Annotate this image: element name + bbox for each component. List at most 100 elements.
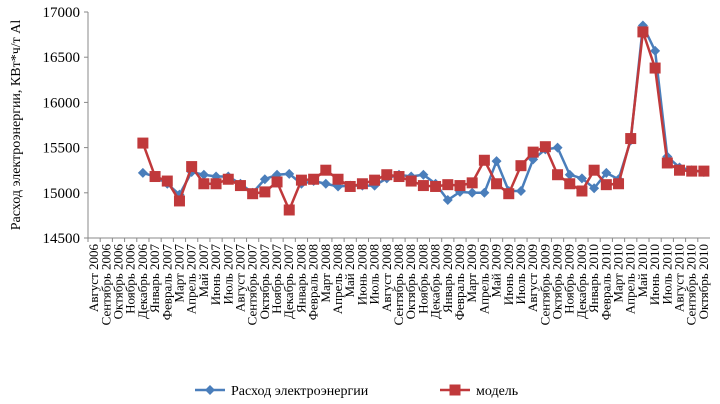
series-marker — [674, 164, 686, 176]
series-marker — [393, 171, 405, 183]
series-marker — [589, 183, 600, 194]
series-marker — [283, 204, 295, 216]
series-marker — [454, 180, 466, 192]
x-tick-label: Июнь 2008 — [354, 244, 369, 305]
x-tick-label: Ноябрь 2007 — [269, 244, 284, 314]
y-tick-label: 15500 — [43, 141, 81, 157]
series-marker — [137, 167, 148, 178]
series-marker — [259, 174, 270, 185]
series-marker — [564, 178, 576, 190]
series-marker — [259, 186, 271, 198]
x-tick-label: Июль 2009 — [513, 244, 528, 304]
series-marker — [210, 178, 222, 190]
series-marker — [625, 133, 637, 145]
x-tick-label: Апрель 2009 — [476, 244, 491, 314]
y-tick-label: 15000 — [43, 186, 81, 202]
x-tick-label: Июль 2010 — [659, 244, 674, 304]
series-marker — [698, 165, 710, 177]
x-tick-label: Июль 2008 — [367, 244, 382, 304]
y-axis-label: Расход электроэнергии, КВт*ч/т Al — [9, 20, 24, 231]
x-tick-label: Май 2010 — [635, 244, 650, 298]
series-marker — [552, 142, 563, 153]
x-tick-label: Апрель 2008 — [330, 244, 345, 314]
series-marker — [479, 187, 490, 198]
x-tick-label: Ноябрь 2006 — [123, 244, 138, 314]
series-marker — [491, 156, 502, 167]
x-tick-label: Июнь 2009 — [501, 244, 516, 305]
x-tick-label: Август 2010 — [672, 244, 687, 312]
series-marker — [369, 174, 381, 186]
x-tick-label: Август 2007 — [232, 244, 247, 313]
x-tick-label: Август 2008 — [379, 244, 394, 312]
legend-label: модель — [476, 384, 518, 399]
series-marker — [344, 180, 356, 192]
x-tick-label: Март 2010 — [611, 244, 626, 303]
series-marker — [356, 178, 368, 190]
series-marker — [515, 160, 527, 172]
series-marker — [588, 164, 600, 176]
x-tick-label: Декабрь 2007 — [281, 244, 296, 319]
x-tick-label: Сентябрь 2009 — [537, 244, 552, 325]
x-tick-label: Май 2009 — [489, 244, 504, 298]
series-marker — [271, 176, 283, 188]
series-marker — [515, 185, 526, 196]
series-marker — [637, 26, 649, 38]
x-tick-label: Август 2006 — [86, 244, 101, 313]
x-tick-label: Февраль 2007 — [159, 244, 174, 321]
series-marker — [332, 173, 344, 185]
x-tick-label: Июль 2007 — [220, 244, 235, 305]
series-marker — [466, 177, 478, 189]
legend-marker — [449, 384, 461, 396]
series-marker — [418, 169, 429, 180]
series-marker — [600, 179, 612, 191]
x-tick-label: Март 2007 — [171, 244, 186, 303]
series-marker — [442, 179, 454, 191]
x-tick-label: Март 2009 — [464, 244, 479, 303]
series-marker — [442, 195, 453, 206]
series-marker — [295, 174, 307, 186]
series-marker — [381, 169, 393, 181]
series-marker — [247, 188, 259, 200]
x-tick-label: Октябрь 2010 — [696, 244, 711, 319]
series-marker — [161, 175, 173, 187]
x-tick-label: Февраль 2008 — [306, 244, 321, 320]
series-marker — [405, 175, 417, 187]
y-tick-label: 16000 — [43, 95, 81, 111]
x-tick-label: Февраль 2009 — [452, 244, 467, 320]
x-tick-label: Январь 2010 — [586, 244, 601, 313]
x-tick-label: Март 2008 — [318, 244, 333, 303]
x-tick-label: Декабрь 2006 — [135, 244, 150, 319]
x-tick-label: Октябрь 2009 — [550, 244, 565, 319]
series-marker — [650, 45, 661, 56]
x-tick-label: Февраль 2010 — [598, 244, 613, 320]
x-tick-label: Сентябрь 2006 — [98, 244, 113, 326]
series-marker — [661, 157, 673, 169]
x-tick-label: Май 2008 — [342, 244, 357, 298]
series-marker — [222, 173, 234, 185]
series-marker — [539, 141, 551, 153]
x-tick-label: Декабрь 2009 — [574, 244, 589, 319]
series-marker — [467, 187, 478, 198]
x-tick-label: Январь 2007 — [147, 244, 162, 314]
x-tick-label: Январь 2009 — [440, 244, 455, 313]
series-marker — [198, 169, 209, 180]
series-marker — [686, 165, 698, 177]
x-tick-label: Октябрь 2008 — [403, 244, 418, 319]
series-marker — [234, 180, 246, 192]
x-tick-label: Август 2009 — [525, 244, 540, 312]
series-marker — [417, 180, 429, 192]
x-tick-label: Сентябрь 2007 — [245, 244, 260, 326]
legend-marker — [205, 385, 215, 395]
y-tick-label: 17000 — [43, 5, 81, 21]
series-marker — [284, 168, 295, 179]
series-marker — [527, 146, 539, 158]
series-marker — [186, 161, 198, 173]
series-marker — [308, 173, 320, 185]
x-tick-label: Май 2007 — [196, 244, 211, 298]
series-marker — [149, 171, 161, 183]
x-tick-label: Ноябрь 2008 — [415, 244, 430, 314]
series-marker — [320, 164, 332, 176]
x-tick-label: Декабрь 2008 — [428, 244, 443, 319]
y-tick-label: 16500 — [43, 50, 81, 66]
